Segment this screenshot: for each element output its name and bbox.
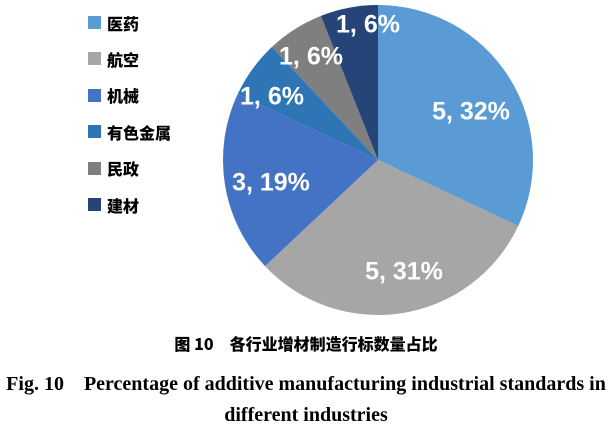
svg-text:1, 6%: 1, 6%	[336, 11, 400, 39]
svg-text:5, 31%: 5, 31%	[365, 258, 443, 286]
svg-text:3, 19%: 3, 19%	[232, 169, 310, 197]
svg-text:1, 6%: 1, 6%	[279, 43, 343, 71]
svg-text:1, 6%: 1, 6%	[240, 83, 304, 111]
svg-text:5, 32%: 5, 32%	[432, 98, 510, 126]
